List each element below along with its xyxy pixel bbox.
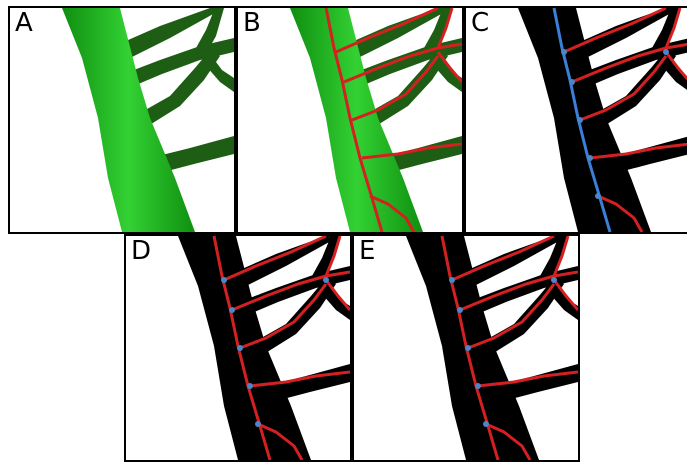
skeleton-line — [343, 42, 462, 84]
main-vein — [62, 8, 195, 232]
panel-d: D — [124, 234, 352, 462]
main-vein — [290, 8, 423, 232]
branch-vein — [434, 54, 462, 92]
skeleton-line — [223, 236, 327, 282]
skeleton-line — [597, 194, 644, 232]
branch-vein — [140, 50, 220, 126]
skeleton-line — [351, 55, 440, 122]
skeleton-node — [221, 277, 227, 283]
skeleton-line — [239, 283, 328, 350]
skeleton-node — [323, 277, 329, 283]
panel-c-label: C — [471, 8, 490, 38]
skeleton-node — [237, 345, 243, 351]
skeleton-node — [577, 117, 583, 123]
skeleton-line — [485, 422, 532, 460]
skeleton-line — [324, 279, 350, 311]
skeleton-node — [255, 421, 261, 427]
skeleton-line — [369, 194, 416, 232]
skeleton-node — [587, 155, 593, 161]
panel-c: C — [464, 6, 687, 234]
skeleton-line — [459, 270, 578, 312]
branch-vein — [226, 236, 340, 290]
panel-e-image — [406, 236, 578, 460]
branch-vein — [662, 54, 687, 90]
skeleton-line — [664, 51, 687, 81]
skeleton-line — [231, 270, 350, 312]
skeleton-node — [449, 277, 455, 283]
skeleton-node — [247, 383, 253, 389]
skeleton-line — [324, 236, 342, 277]
panel-e: E — [352, 234, 580, 462]
main-vein — [178, 236, 311, 460]
main-vein — [406, 236, 539, 460]
panel-a-label: A — [15, 8, 33, 38]
branch-vein — [550, 282, 578, 320]
skeleton-node — [229, 307, 235, 313]
skeleton-line — [477, 370, 578, 388]
branch-vein — [110, 8, 224, 62]
skeleton-line — [436, 51, 462, 83]
panel-b-label: B — [243, 8, 261, 38]
panel-b-image — [290, 8, 462, 232]
branch-vein — [566, 8, 680, 62]
skeleton-line — [249, 370, 350, 388]
skeleton-node — [483, 421, 489, 427]
panel-d-image — [178, 236, 350, 460]
skeleton-node — [561, 49, 567, 55]
branch-vein — [338, 8, 452, 62]
panel-a: A — [8, 6, 236, 234]
panel-d-label: D — [131, 236, 152, 266]
skeleton-node — [457, 307, 463, 313]
skeleton-line — [589, 142, 687, 160]
skeleton-line — [552, 279, 578, 311]
main-vein — [518, 8, 651, 232]
skeleton-line — [436, 8, 454, 49]
panel-b: B — [236, 6, 464, 234]
skeleton-line — [563, 8, 667, 54]
skeleton-node — [595, 193, 601, 199]
branch-vein — [454, 236, 568, 290]
branch-vein — [652, 8, 680, 54]
skeleton-line — [257, 422, 304, 460]
skeleton-line — [467, 283, 556, 350]
skeleton-line — [579, 55, 668, 122]
panel-c-image — [518, 8, 687, 232]
skeleton-line — [664, 8, 682, 49]
panel-e-label: E — [359, 236, 376, 266]
branch-vein — [424, 8, 452, 54]
panel-a-image — [62, 8, 234, 232]
branch-vein — [150, 136, 234, 174]
skeleton-node — [663, 49, 669, 55]
skeleton-line — [571, 42, 687, 84]
branch-vein — [322, 282, 350, 320]
skeleton-node — [475, 383, 481, 389]
branch-vein — [540, 236, 568, 282]
skeleton-line — [451, 236, 555, 282]
skeleton-line — [335, 8, 439, 54]
branch-vein — [312, 236, 340, 282]
branch-vein — [196, 8, 224, 54]
skeleton-line — [361, 142, 462, 160]
skeleton-node — [551, 277, 557, 283]
skeleton-node — [465, 345, 471, 351]
skeleton-line — [552, 236, 570, 277]
branch-vein — [206, 54, 234, 92]
skeleton-node — [569, 79, 575, 85]
